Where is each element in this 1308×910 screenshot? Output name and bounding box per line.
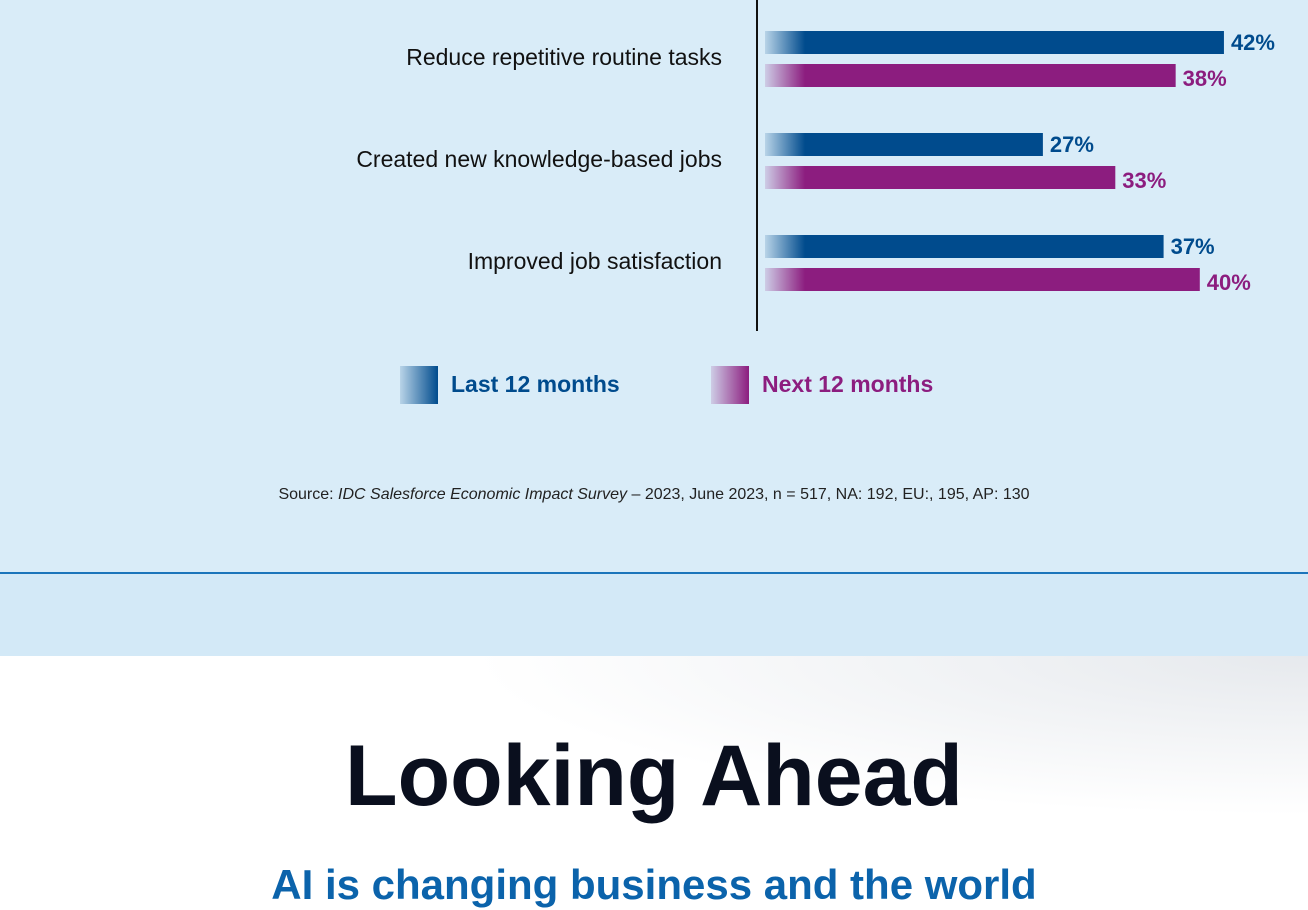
section-subtitle: AI is changing business and the world [271,861,1037,908]
section [0,656,1308,906]
chart: Reduce repetitive routine tasks 42%38% Cre… [356,0,1275,404]
source: Source: IDC Salesforce Economic Impact S… [0,486,1308,504]
section-title: Looking Ahead [345,728,963,824]
value-label: 37% [1171,234,1215,259]
value-label: 42% [1231,30,1275,55]
value-label: 33% [1122,168,1166,193]
bar [765,166,1116,189]
legend-label: Last 12 months [451,371,620,397]
legend-swatch [711,366,749,404]
legend-swatch [400,366,438,404]
category-label: Created new knowledge-based jobs [356,146,722,172]
bar [765,133,1043,156]
source-prefix: Source: [278,486,339,503]
bar [765,64,1176,87]
band [0,572,1308,656]
category-label: Reduce repetitive routine tasks [406,44,722,70]
source-suffix: – 2023, June 2023, n = 517, NA: 192, EU:… [627,486,1030,503]
value-label: 40% [1207,270,1251,295]
bar [765,31,1224,54]
value-label: 38% [1183,66,1227,91]
source-survey: IDC Salesforce Economic Impact Survey [338,486,628,503]
value-label: 27% [1050,132,1094,157]
category-label: Improved job satisfaction [468,248,722,274]
legend-label: Next 12 months [762,371,933,397]
bar [765,268,1200,291]
bar [765,235,1164,258]
